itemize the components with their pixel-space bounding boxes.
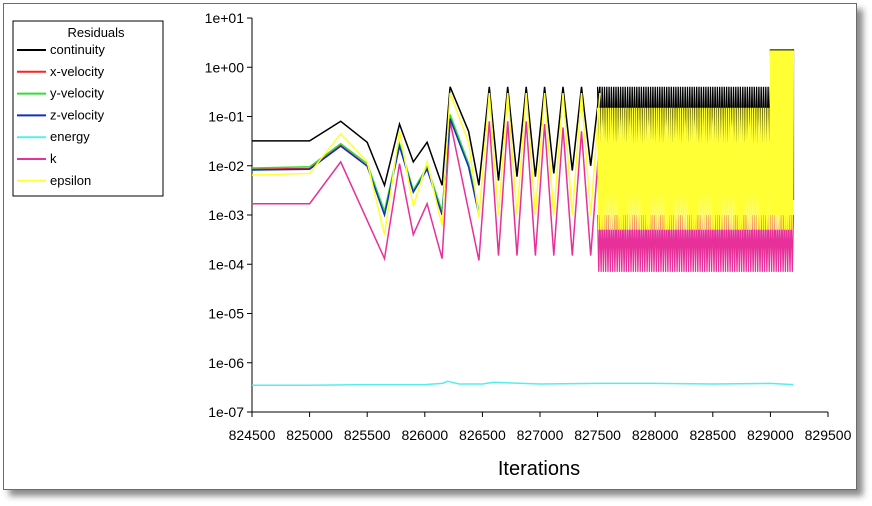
x-tick-label: 829000 xyxy=(747,427,794,443)
x-tick-label: 827000 xyxy=(517,427,564,443)
x-tick-label: 825500 xyxy=(344,427,391,443)
legend-label-energy: energy xyxy=(50,129,90,144)
legend-title: Residuals xyxy=(67,25,125,40)
y-tick-label: 1e-05 xyxy=(208,306,244,322)
y-tick-label: 1e-06 xyxy=(208,355,244,371)
x-tick-label: 825000 xyxy=(286,427,333,443)
x-tick-label: 826000 xyxy=(401,427,448,443)
legend-label-continuity: continuity xyxy=(50,42,105,57)
legend-label-x-velocity: x-velocity xyxy=(50,64,105,79)
series-band-k xyxy=(596,214,795,272)
x-tick-label: 824500 xyxy=(229,427,276,443)
series-line-continuity xyxy=(252,86,601,188)
series-band-epsilon xyxy=(596,107,794,230)
legend-label-epsilon: epsilon xyxy=(50,173,91,188)
x-tick-label: 826500 xyxy=(459,427,506,443)
x-tick-label: 827500 xyxy=(574,427,621,443)
series-line-epsilon xyxy=(251,92,601,235)
legend-label-z-velocity: z-velocity xyxy=(50,107,105,122)
y-tick-label: 1e-03 xyxy=(208,207,244,223)
x-axis-label: Iterations xyxy=(498,458,580,480)
x-tick-label: 829500 xyxy=(805,427,852,443)
y-tick-label: 1e-02 xyxy=(208,158,244,174)
series-line-y-velocity xyxy=(251,114,480,214)
x-tick-label: 828000 xyxy=(632,427,679,443)
y-tick-label: 1e-07 xyxy=(208,404,244,420)
x-tick-label: 828500 xyxy=(689,427,736,443)
series-line-energy xyxy=(252,380,794,386)
legend-label-k: k xyxy=(50,151,57,166)
series-line-k xyxy=(252,121,601,262)
series-band2-epsilon xyxy=(769,50,795,216)
y-tick-label: 1e+00 xyxy=(205,59,245,75)
y-tick-label: 1e-04 xyxy=(208,256,244,272)
y-tick-label: 1e-01 xyxy=(208,109,244,125)
y-tick-label: 1e+01 xyxy=(205,10,245,26)
legend-label-y-velocity: y-velocity xyxy=(50,86,105,101)
